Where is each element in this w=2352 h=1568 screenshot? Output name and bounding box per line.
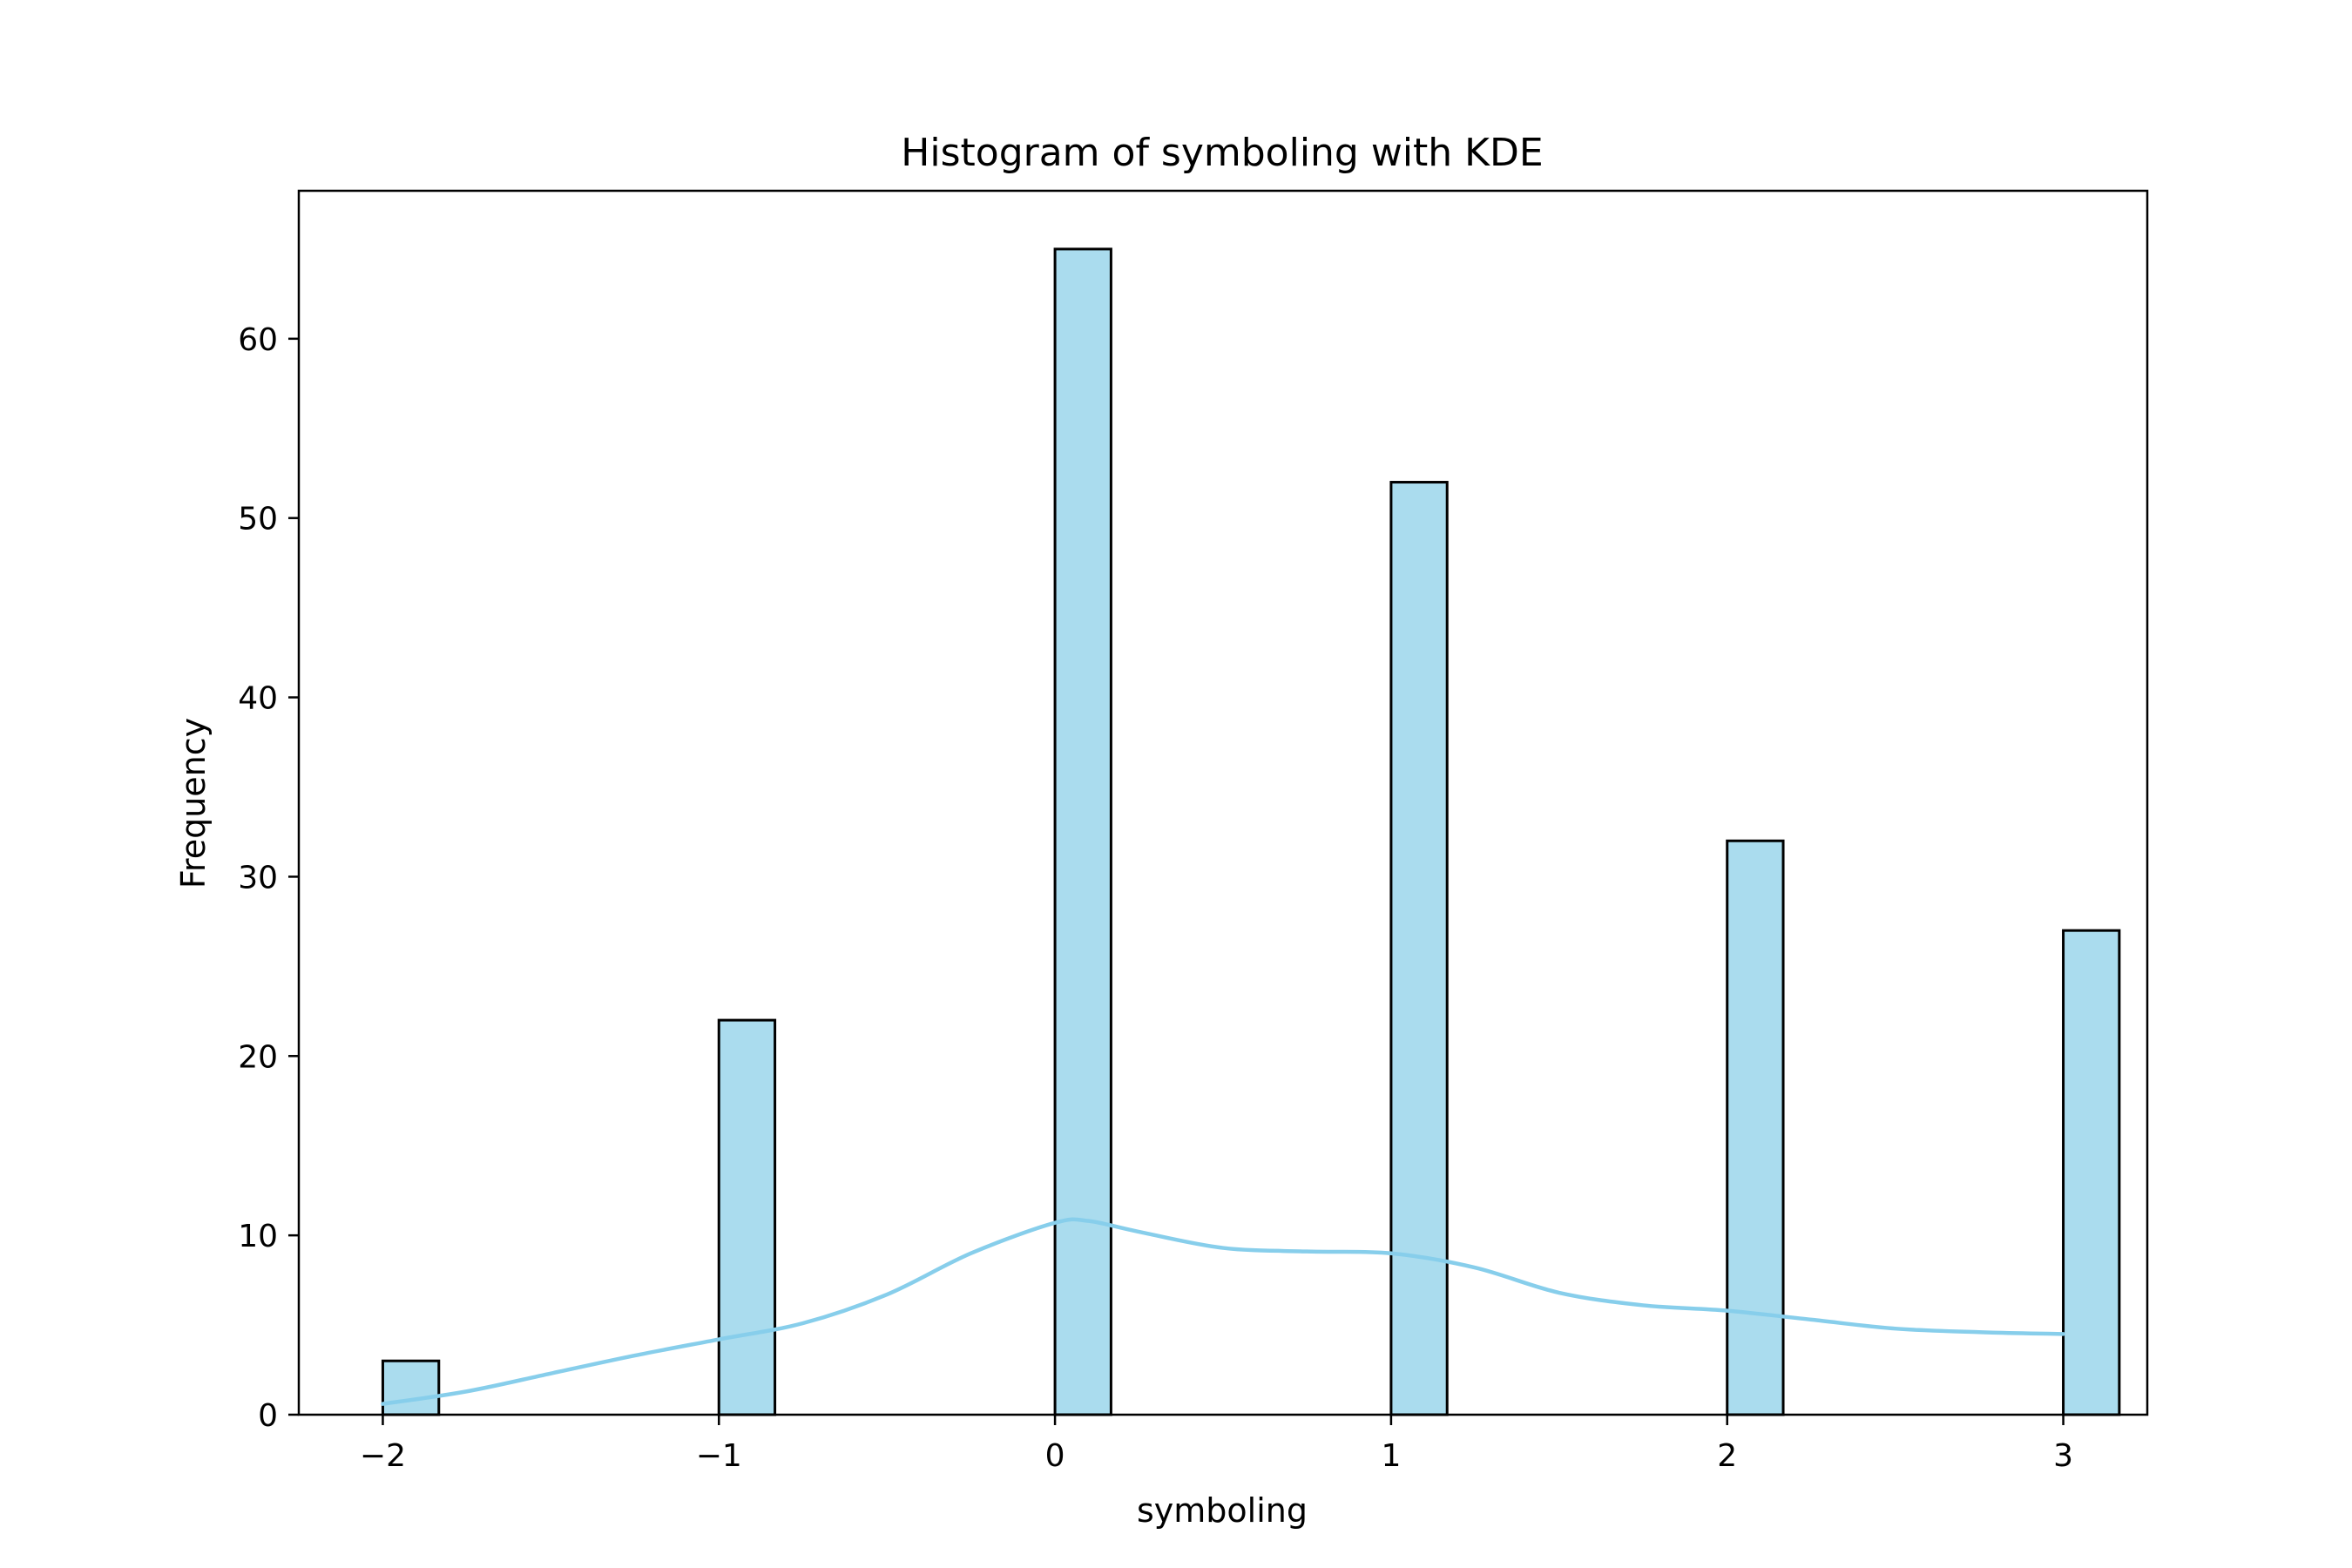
x-tick-label: −1: [696, 1438, 742, 1474]
histogram-bar-4: [1726, 839, 1785, 1416]
y-tick-label: 20: [238, 1039, 278, 1075]
x-tick-label: 2: [1717, 1438, 1737, 1474]
kde-line: [381, 1217, 2065, 1406]
chart-title: Histogram of symboling with KDE: [901, 131, 1543, 175]
histogram-bar-2: [1053, 247, 1112, 1416]
y-axis-ticks: 0 10 20 30 40 50 60: [238, 322, 299, 1434]
plot-frame: [297, 189, 2149, 1416]
y-axis-label: Frequency: [174, 718, 213, 889]
y-tick-label: 40: [238, 681, 278, 717]
y-tick-label: 0: [258, 1398, 278, 1434]
histogram-bar-0: [381, 1359, 441, 1416]
histogram-bar-1: [717, 1018, 777, 1416]
histogram-bar-3: [1389, 481, 1449, 1416]
x-tick-label: −2: [360, 1438, 406, 1474]
kde-layer: [381, 1217, 2065, 1406]
y-tick-label: 10: [238, 1219, 278, 1254]
x-axis-label: symboling: [1137, 1491, 1308, 1530]
y-tick-label: 30: [238, 860, 278, 896]
x-tick-label: 1: [1381, 1438, 1401, 1474]
histogram-bar-5: [2062, 929, 2121, 1416]
x-tick-label: 0: [1045, 1438, 1065, 1474]
y-tick-label: 50: [238, 502, 278, 537]
x-axis-ticks: −2 −1 0 1 2 3: [360, 1415, 2073, 1474]
y-tick-label: 60: [238, 322, 278, 358]
x-tick-label: 3: [2053, 1438, 2073, 1474]
